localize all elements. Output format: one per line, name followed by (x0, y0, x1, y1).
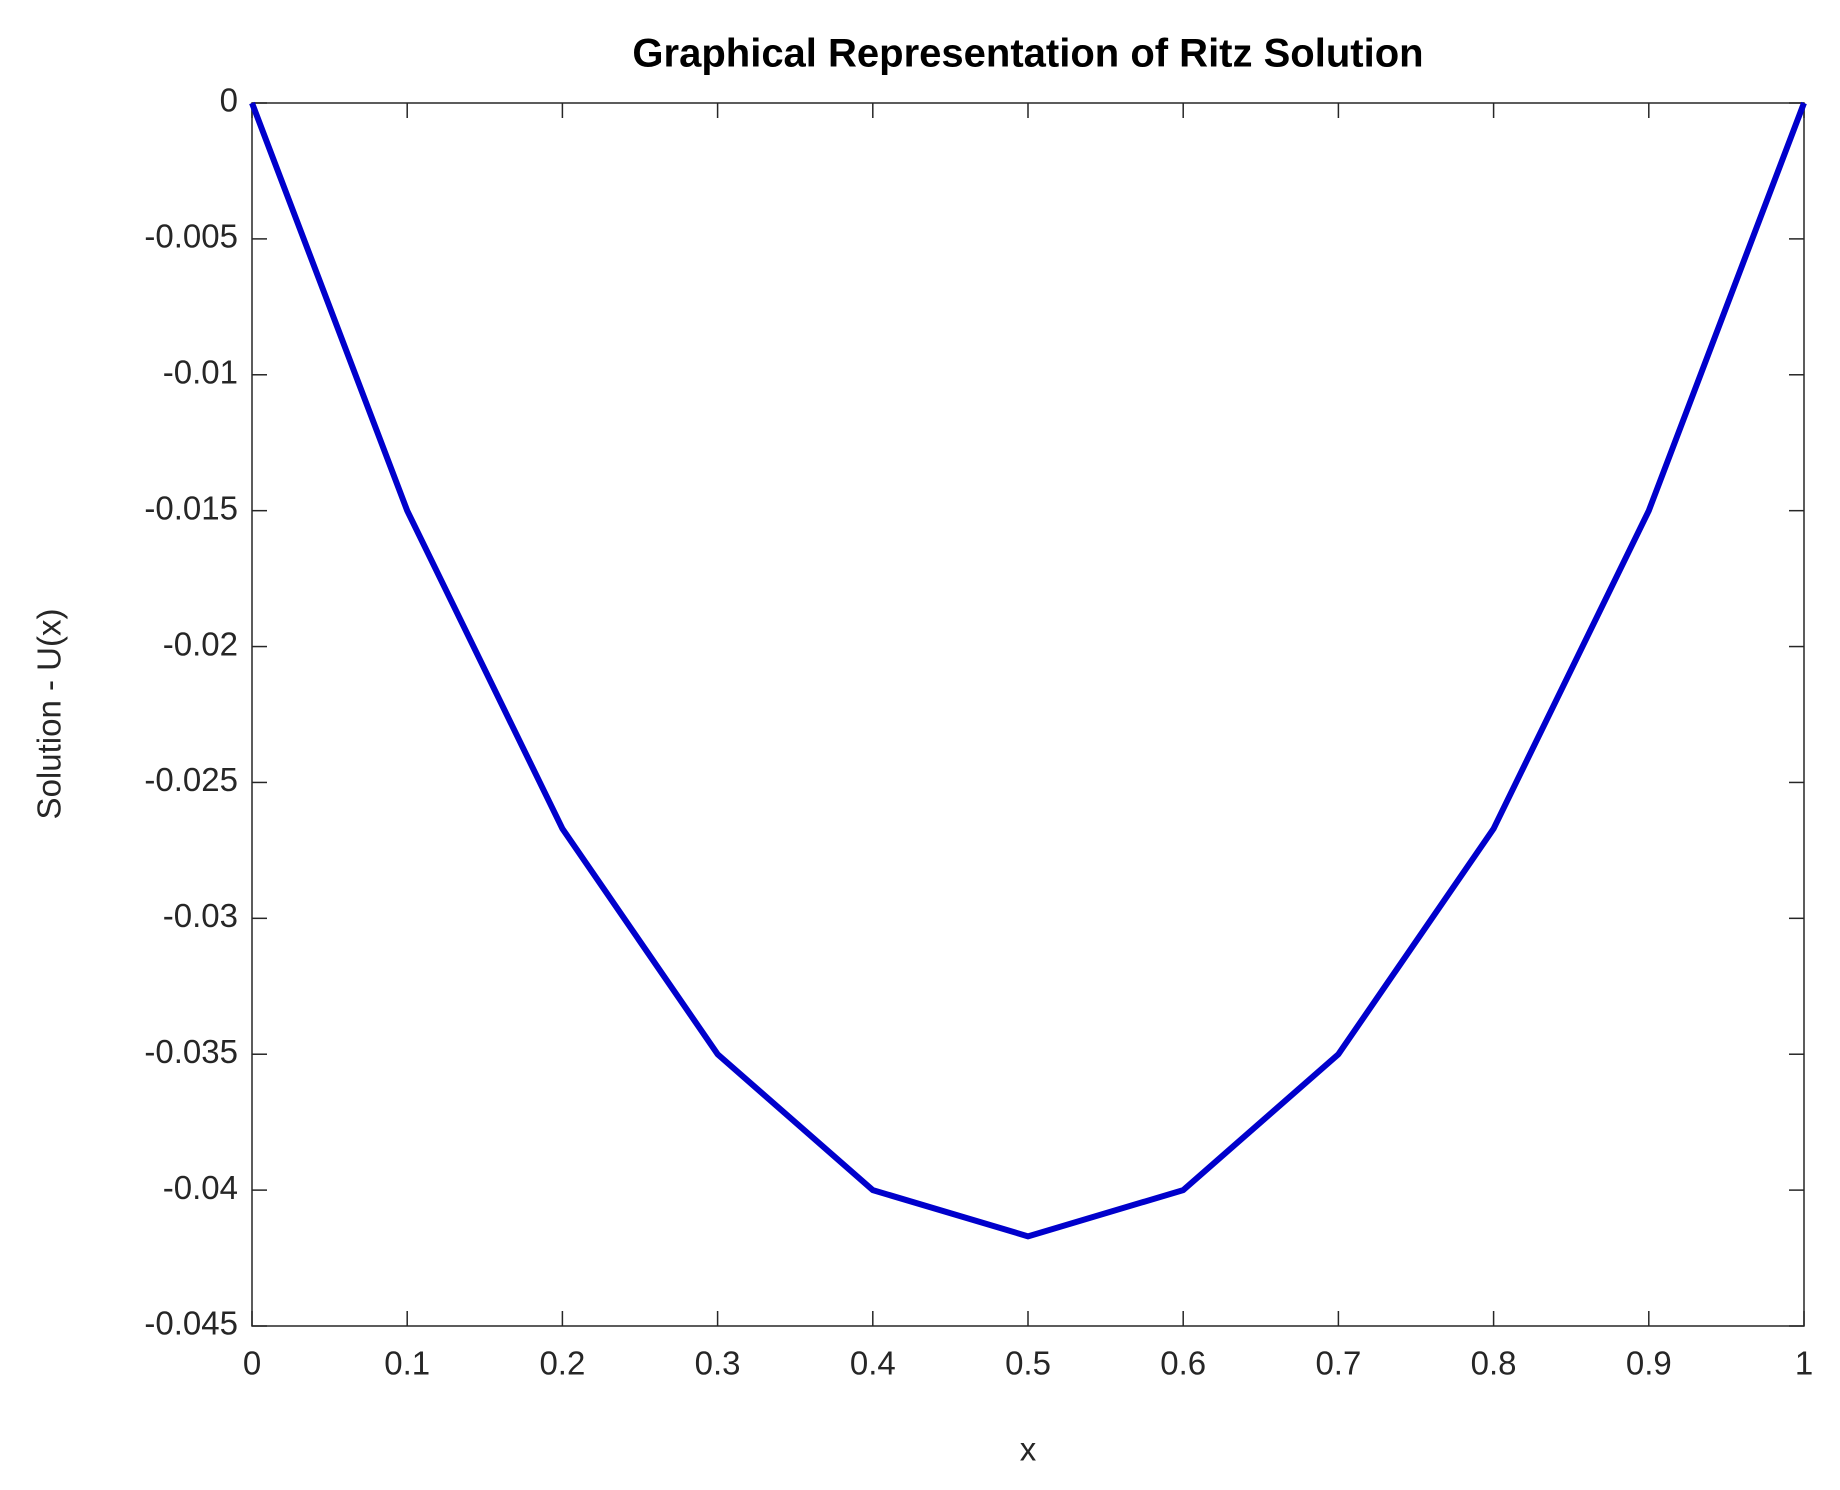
chart-title: Graphical Representation of Ritz Solutio… (632, 32, 1423, 76)
x-tick-label: 0.8 (1471, 1345, 1517, 1382)
x-tick-label: 0.7 (1315, 1345, 1361, 1382)
y-tick-label: -0.005 (144, 218, 238, 255)
x-axis-label: x (1020, 1431, 1037, 1468)
y-tick-label: -0.025 (144, 761, 238, 798)
x-tick-label: 0.4 (850, 1345, 896, 1382)
y-tick-label: -0.015 (144, 489, 238, 526)
x-tick-label: 0.6 (1160, 1345, 1206, 1382)
y-tick-label: -0.03 (163, 897, 238, 934)
y-tick-label: -0.04 (163, 1169, 238, 1206)
line-series (249, 101, 1807, 1240)
y-tick-label: -0.045 (144, 1305, 238, 1342)
y-tick-label: -0.01 (163, 353, 238, 390)
x-tick-label: 1 (1795, 1345, 1813, 1382)
x-tick-label: 0.2 (539, 1345, 585, 1382)
x-tick-label: 0.3 (695, 1345, 741, 1382)
x-tick-label: 0.1 (384, 1345, 430, 1382)
y-tick-label: 0 (220, 82, 238, 119)
y-tick-label: -0.02 (163, 625, 238, 662)
x-tick-label: 0 (243, 1345, 261, 1382)
y-tick-label: -0.035 (144, 1033, 238, 1070)
x-tick-label: 0.9 (1626, 1345, 1672, 1382)
y-axis-label: Solution - U(x) (31, 609, 68, 820)
x-tick-label: 0.5 (1005, 1345, 1051, 1382)
